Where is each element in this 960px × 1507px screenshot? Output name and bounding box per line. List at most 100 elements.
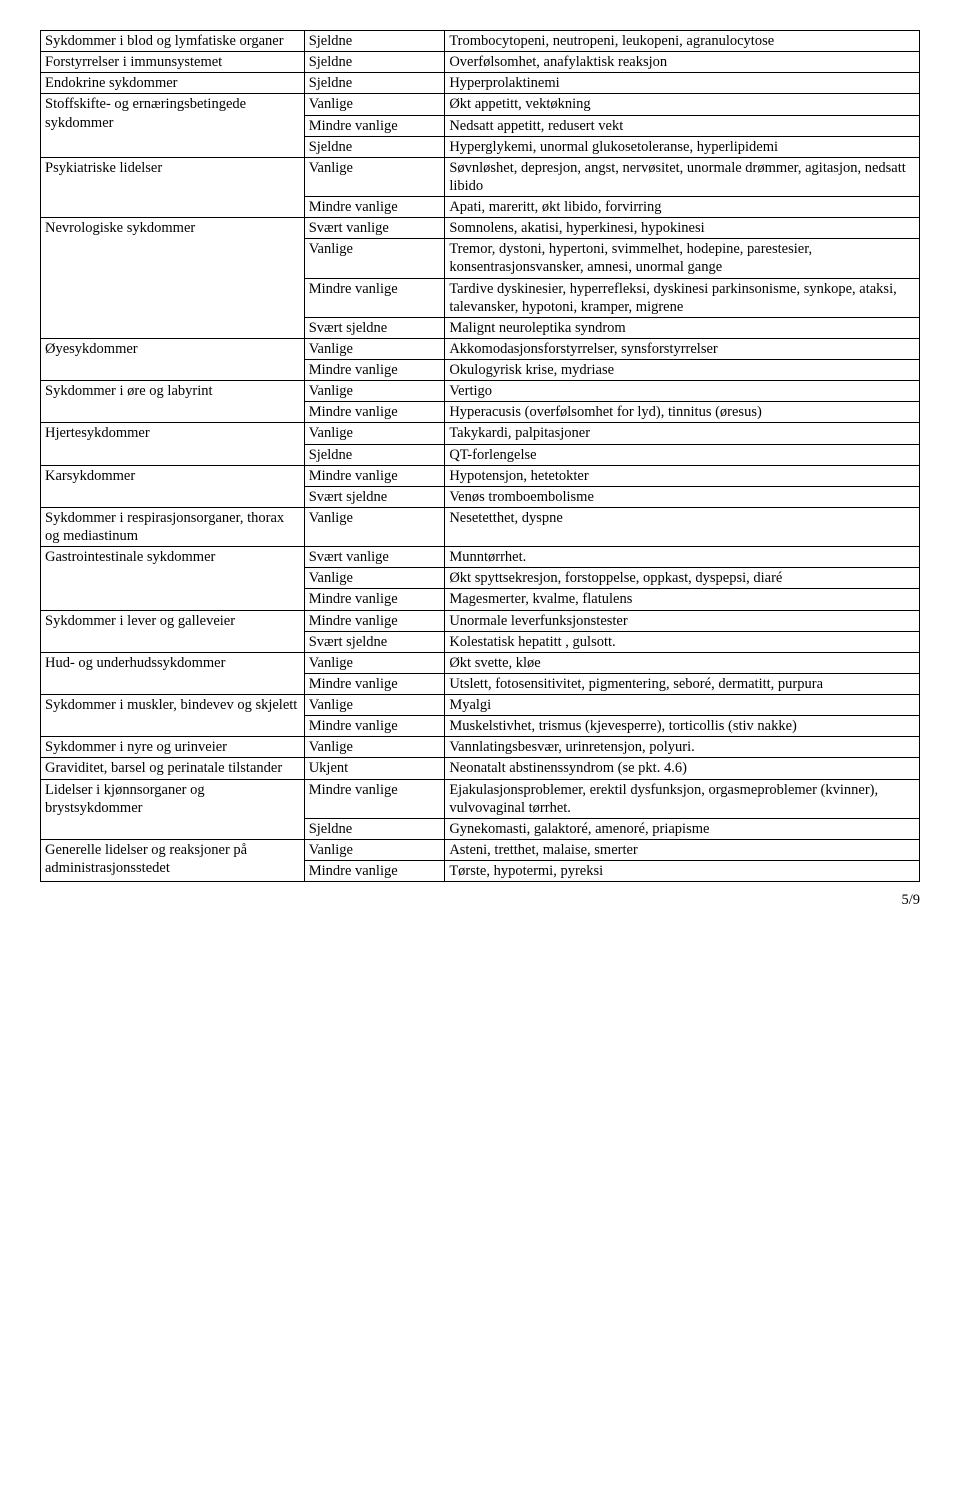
reaction-cell: Hyperglykemi, unormal glukosetoleranse, … [445,136,920,157]
frequency-cell: Mindre vanlige [304,779,445,818]
table-row: Lidelser i kjønnsorganer og brystsykdomm… [41,779,920,818]
frequency-cell: Mindre vanlige [304,861,445,882]
table-row: Nevrologiske sykdommerSvært vanligeSomno… [41,218,920,239]
adverse-events-table: Sykdommer i blod og lymfatiske organerSj… [40,30,920,882]
frequency-cell: Vanlige [304,737,445,758]
frequency-cell: Sjeldne [304,444,445,465]
reaction-cell: Hypotensjon, hetetokter [445,465,920,486]
frequency-cell: Mindre vanlige [304,115,445,136]
reaction-cell: Venøs tromboembolisme [445,486,920,507]
reaction-cell: Økt svette, kløe [445,652,920,673]
table-row: Sykdommer i muskler, bindevev og skjelet… [41,695,920,716]
soc-cell: Graviditet, barsel og perinatale tilstan… [41,758,305,779]
frequency-cell: Mindre vanlige [304,360,445,381]
frequency-cell: Svært vanlige [304,547,445,568]
frequency-cell: Svært sjeldne [304,486,445,507]
soc-cell: Stoffskifte- og ernæringsbetingede sykdo… [41,94,305,157]
frequency-cell: Vanlige [304,157,445,196]
frequency-cell: Mindre vanlige [304,465,445,486]
reaction-cell: Okulogyrisk krise, mydriase [445,360,920,381]
reaction-cell: Tørste, hypotermi, pyreksi [445,861,920,882]
table-row: Psykiatriske lidelserVanligeSøvnløshet, … [41,157,920,196]
frequency-cell: Sjeldne [304,818,445,839]
frequency-cell: Vanlige [304,381,445,402]
frequency-cell: Vanlige [304,507,445,546]
frequency-cell: Vanlige [304,338,445,359]
frequency-cell: Vanlige [304,839,445,860]
table-row: Graviditet, barsel og perinatale tilstan… [41,758,920,779]
reaction-cell: Munntørrhet. [445,547,920,568]
reaction-cell: Takykardi, palpitasjoner [445,423,920,444]
table-row: Sykdommer i øre og labyrintVanligeVertig… [41,381,920,402]
table-row: Generelle lidelser og reaksjoner på admi… [41,839,920,860]
frequency-cell: Vanlige [304,423,445,444]
soc-cell: Psykiatriske lidelser [41,157,305,217]
frequency-cell: Vanlige [304,652,445,673]
frequency-cell: Ukjent [304,758,445,779]
frequency-cell: Sjeldne [304,52,445,73]
soc-cell: Sykdommer i lever og galleveier [41,610,305,652]
soc-cell: Sykdommer i nyre og urinveier [41,737,305,758]
table-row: HjertesykdommerVanligeTakykardi, palpita… [41,423,920,444]
frequency-cell: Svært sjeldne [304,631,445,652]
soc-cell: Nevrologiske sykdommer [41,218,305,339]
soc-cell: Forstyrrelser i immunsystemet [41,52,305,73]
table-row: Stoffskifte- og ernæringsbetingede sykdo… [41,94,920,115]
soc-cell: Hjertesykdommer [41,423,305,465]
reaction-cell: Akkomodasjonsforstyrrelser, synsforstyrr… [445,338,920,359]
frequency-cell: Mindre vanlige [304,673,445,694]
reaction-cell: Utslett, fotosensitivitet, pigmentering,… [445,673,920,694]
soc-cell: Sykdommer i muskler, bindevev og skjelet… [41,695,305,737]
soc-cell: Gastrointestinale sykdommer [41,547,305,610]
page-footer: 5/9 [40,892,920,909]
frequency-cell: Mindre vanlige [304,278,445,317]
soc-cell: Karsykdommer [41,465,305,507]
table-row: Endokrine sykdommerSjeldneHyperprolaktin… [41,73,920,94]
reaction-cell: Søvnløshet, depresjon, angst, nervøsitet… [445,157,920,196]
table-row: Forstyrrelser i immunsystemetSjeldneOver… [41,52,920,73]
frequency-cell: Sjeldne [304,73,445,94]
table-row: Sykdommer i respirasjonsorganer, thorax … [41,507,920,546]
table-row: Gastrointestinale sykdommerSvært vanlige… [41,547,920,568]
soc-cell: Sykdommer i øre og labyrint [41,381,305,423]
soc-cell: Generelle lidelser og reaksjoner på admi… [41,839,305,881]
table-row: Sykdommer i nyre og urinveierVanligeVann… [41,737,920,758]
reaction-cell: Somnolens, akatisi, hyperkinesi, hypokin… [445,218,920,239]
soc-cell: Øyesykdommer [41,338,305,380]
reaction-cell: Muskelstivhet, trismus (kjevesperre), to… [445,716,920,737]
reaction-cell: Malignt neuroleptika syndrom [445,317,920,338]
reaction-cell: Vertigo [445,381,920,402]
reaction-cell: Hyperprolaktinemi [445,73,920,94]
frequency-cell: Mindre vanlige [304,197,445,218]
reaction-cell: QT-forlengelse [445,444,920,465]
page-number: 5/9 [901,892,920,908]
reaction-cell: Apati, mareritt, økt libido, forvirring [445,197,920,218]
reaction-cell: Unormale leverfunksjonstester [445,610,920,631]
frequency-cell: Svært vanlige [304,218,445,239]
reaction-cell: Hyperacusis (overfølsomhet for lyd), tin… [445,402,920,423]
frequency-cell: Vanlige [304,239,445,278]
reaction-cell: Overfølsomhet, anafylaktisk reaksjon [445,52,920,73]
soc-cell: Hud- og underhudssykdommer [41,652,305,694]
frequency-cell: Vanlige [304,94,445,115]
frequency-cell: Svært sjeldne [304,317,445,338]
table-row: Sykdommer i lever og galleveierMindre va… [41,610,920,631]
reaction-cell: Asteni, tretthet, malaise, smerter [445,839,920,860]
soc-cell: Sykdommer i blod og lymfatiske organer [41,31,305,52]
frequency-cell: Mindre vanlige [304,610,445,631]
frequency-cell: Mindre vanlige [304,589,445,610]
frequency-cell: Mindre vanlige [304,402,445,423]
frequency-cell: Sjeldne [304,31,445,52]
table-row: KarsykdommerMindre vanligeHypotensjon, h… [41,465,920,486]
reaction-cell: Gynekomasti, galaktoré, amenoré, priapis… [445,818,920,839]
reaction-cell: Tardive dyskinesier, hyperrefleksi, dysk… [445,278,920,317]
soc-cell: Sykdommer i respirasjonsorganer, thorax … [41,507,305,546]
frequency-cell: Mindre vanlige [304,716,445,737]
table-row: ØyesykdommerVanligeAkkomodasjonsforstyrr… [41,338,920,359]
reaction-cell: Trombocytopeni, neutropeni, leukopeni, a… [445,31,920,52]
frequency-cell: Vanlige [304,568,445,589]
reaction-cell: Nedsatt appetitt, redusert vekt [445,115,920,136]
reaction-cell: Myalgi [445,695,920,716]
reaction-cell: Vannlatingsbesvær, urinretensjon, polyur… [445,737,920,758]
table-row: Hud- og underhudssykdommerVanligeØkt sve… [41,652,920,673]
